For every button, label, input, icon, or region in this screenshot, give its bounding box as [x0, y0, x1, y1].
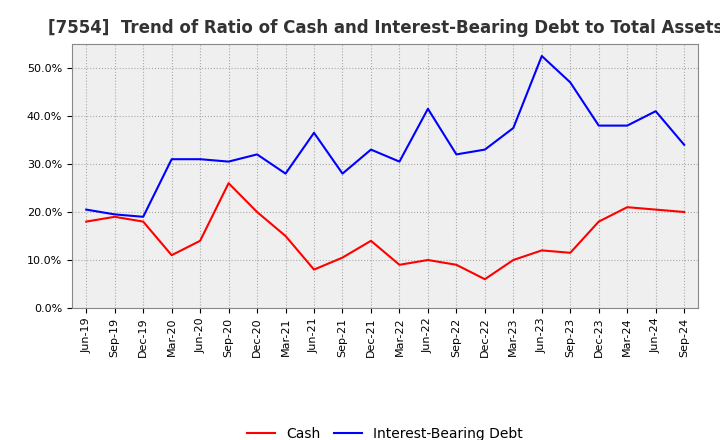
Cash — [623, 205, 631, 210]
Cash — [196, 238, 204, 243]
Interest-Bearing Debt — [310, 130, 318, 136]
Interest-Bearing Debt — [110, 212, 119, 217]
Interest-Bearing Debt — [652, 109, 660, 114]
Cash — [652, 207, 660, 212]
Interest-Bearing Debt — [537, 53, 546, 59]
Cash — [680, 209, 688, 215]
Cash — [110, 214, 119, 220]
Interest-Bearing Debt — [566, 80, 575, 85]
Interest-Bearing Debt — [623, 123, 631, 128]
Interest-Bearing Debt — [595, 123, 603, 128]
Line: Cash: Cash — [86, 183, 684, 279]
Cash — [566, 250, 575, 256]
Cash — [253, 209, 261, 215]
Interest-Bearing Debt — [680, 142, 688, 147]
Interest-Bearing Debt — [423, 106, 432, 111]
Interest-Bearing Debt — [338, 171, 347, 176]
Interest-Bearing Debt — [167, 157, 176, 162]
Legend: Cash, Interest-Bearing Debt: Cash, Interest-Bearing Debt — [242, 421, 528, 440]
Cash — [480, 277, 489, 282]
Cash — [537, 248, 546, 253]
Interest-Bearing Debt — [366, 147, 375, 152]
Cash — [366, 238, 375, 243]
Cash — [395, 262, 404, 268]
Cash — [139, 219, 148, 224]
Interest-Bearing Debt — [282, 171, 290, 176]
Cash — [423, 257, 432, 263]
Interest-Bearing Debt — [395, 159, 404, 164]
Interest-Bearing Debt — [253, 152, 261, 157]
Cash — [225, 180, 233, 186]
Cash — [338, 255, 347, 260]
Interest-Bearing Debt — [452, 152, 461, 157]
Interest-Bearing Debt — [225, 159, 233, 164]
Interest-Bearing Debt — [82, 207, 91, 212]
Cash — [167, 253, 176, 258]
Cash — [595, 219, 603, 224]
Title: [7554]  Trend of Ratio of Cash and Interest-Bearing Debt to Total Assets: [7554] Trend of Ratio of Cash and Intere… — [48, 19, 720, 37]
Cash — [282, 233, 290, 238]
Cash — [82, 219, 91, 224]
Line: Interest-Bearing Debt: Interest-Bearing Debt — [86, 56, 684, 217]
Cash — [452, 262, 461, 268]
Cash — [310, 267, 318, 272]
Interest-Bearing Debt — [509, 125, 518, 131]
Cash — [509, 257, 518, 263]
Interest-Bearing Debt — [480, 147, 489, 152]
Interest-Bearing Debt — [139, 214, 148, 220]
Interest-Bearing Debt — [196, 157, 204, 162]
